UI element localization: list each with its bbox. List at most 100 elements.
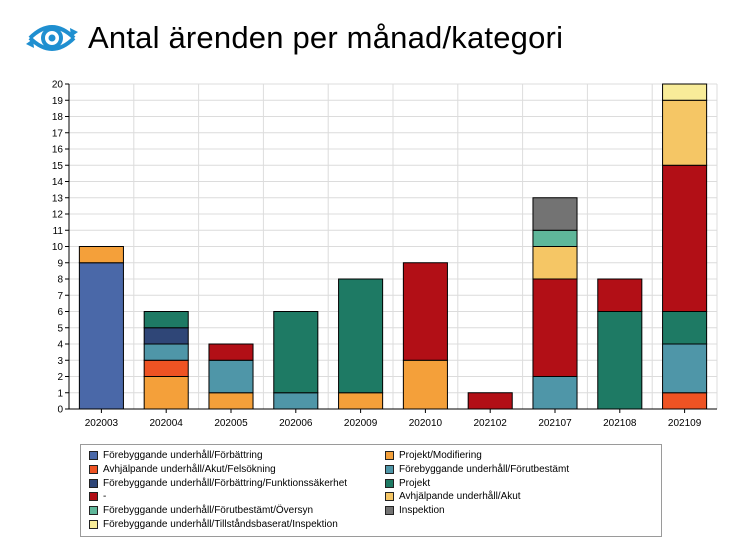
bar-segment xyxy=(273,392,319,410)
page-title: Antal ärenden per månad/kategori xyxy=(88,20,564,55)
x-tick-label: 202108 xyxy=(603,418,637,429)
bar-segment xyxy=(78,262,124,410)
bar-segment xyxy=(143,311,189,329)
x-tick-label: 202010 xyxy=(409,418,443,429)
bar-segment xyxy=(143,343,189,361)
legend-swatch xyxy=(89,492,98,502)
chart-legend: Förebyggande underhåll/Förbättring Projek… xyxy=(80,444,662,537)
x-tick-label: 202004 xyxy=(150,418,184,429)
x-tick-label: 202107 xyxy=(538,418,572,429)
y-tick-label: 6 xyxy=(57,307,63,318)
x-tick-label: 202006 xyxy=(279,418,313,429)
bar-segment xyxy=(143,327,189,345)
bar-segment xyxy=(143,376,189,410)
y-tick-label: 19 xyxy=(52,96,64,107)
y-tick-label: 20 xyxy=(52,80,64,91)
y-tick-label: 11 xyxy=(53,226,64,237)
legend-swatch xyxy=(89,464,98,474)
y-tick-label: 4 xyxy=(57,340,63,351)
legend-item: Förebyggande underhåll/Förbättring/Funkt… xyxy=(89,478,347,489)
y-tick-label: 13 xyxy=(52,193,64,204)
x-tick-label: 202009 xyxy=(344,418,378,429)
bar-segment xyxy=(208,343,254,361)
eye-logo-icon xyxy=(26,25,78,51)
legend-item: Avhjälpande underhåll/Akut xyxy=(385,491,521,502)
legend-label: Förebyggande underhåll/Förutbestämt/Över… xyxy=(103,505,314,517)
y-tick-label: 1 xyxy=(57,388,63,399)
y-tick-label: 14 xyxy=(52,177,64,188)
y-tick-label: 2 xyxy=(57,372,63,383)
y-tick-label: 9 xyxy=(57,258,63,269)
legend-swatch xyxy=(385,464,394,474)
bar-segment xyxy=(402,262,448,361)
legend-item: Förebyggande underhåll/Förbättring xyxy=(89,450,263,461)
legend-label: Förebyggande underhåll/Tillståndsbaserat… xyxy=(103,519,338,530)
legend-item: Avhjälpande underhåll/Akut/Felsökning xyxy=(89,464,276,475)
bar-segment xyxy=(402,359,448,410)
y-tick-label: 7 xyxy=(57,291,63,302)
y-tick-label: 8 xyxy=(57,275,63,286)
x-tick-label: 202003 xyxy=(85,418,119,429)
legend-item: Förebyggande underhåll/Tillståndsbaserat… xyxy=(89,519,338,530)
bar-segment xyxy=(532,376,578,410)
legend-label: - xyxy=(103,491,107,503)
y-tick-label: 3 xyxy=(57,356,63,367)
legend-label: Förebyggande underhåll/Förbättring xyxy=(103,450,263,461)
bar-segment xyxy=(532,278,578,377)
legend-swatch xyxy=(385,506,394,516)
legend-item: Projekt xyxy=(385,478,430,489)
legend-label: Projekt xyxy=(399,477,431,489)
legend-swatch xyxy=(385,451,394,460)
bar-segment xyxy=(143,359,189,377)
legend-item: Inspektion xyxy=(385,505,445,516)
x-tick-label: 202005 xyxy=(214,418,248,429)
bar-segment xyxy=(467,392,513,410)
bar-segment xyxy=(338,278,384,394)
legend-label: Avhjälpande underhåll/Akut xyxy=(399,491,521,503)
legend-label: Projekt/Modifiering xyxy=(399,450,482,461)
bar-segment xyxy=(532,197,578,231)
bar-segment xyxy=(662,392,708,410)
bar-segment xyxy=(662,311,708,345)
bar-segment xyxy=(662,164,708,312)
bar-segment xyxy=(338,392,384,410)
legend-swatch xyxy=(385,492,394,502)
legend-swatch xyxy=(385,478,394,488)
bar-segment xyxy=(532,229,578,247)
bar-segment xyxy=(208,359,254,394)
y-tick-label: 18 xyxy=(52,112,64,123)
y-tick-label: 16 xyxy=(52,145,64,156)
x-tick-label: 202102 xyxy=(474,418,508,429)
page-header: Antal ärenden per månad/kategori xyxy=(24,14,563,62)
y-tick-label: 0 xyxy=(57,405,63,416)
x-tick-label: 202109 xyxy=(668,418,702,429)
legend-swatch xyxy=(89,520,98,529)
legend-item: - xyxy=(89,491,106,502)
legend-label: Avhjälpande underhåll/Akut/Felsökning xyxy=(103,463,276,475)
legend-item: Projekt/Modifiering xyxy=(385,450,482,461)
legend-label: Förebyggande underhåll/Förutbestämt xyxy=(399,463,570,475)
bar-segment xyxy=(597,278,643,312)
legend-item: Förebyggande underhåll/Förutbestämt xyxy=(385,464,569,475)
legend-swatch xyxy=(89,478,98,488)
bar-segment xyxy=(662,83,708,101)
bar-segment xyxy=(662,99,708,166)
legend-label: Förebyggande underhåll/Förbättring/Funkt… xyxy=(103,477,348,489)
legend-label: Inspektion xyxy=(399,505,445,517)
bar-segment xyxy=(662,343,708,394)
bar-segment xyxy=(532,246,578,280)
bar-segment xyxy=(78,246,124,264)
y-tick-label: 15 xyxy=(52,161,64,172)
bar-segment xyxy=(208,392,254,410)
bar-segment xyxy=(597,311,643,410)
legend-swatch xyxy=(89,506,98,516)
legend-item: Förebyggande underhåll/Förutbestämt/Över… xyxy=(89,505,313,516)
y-tick-label: 5 xyxy=(57,323,63,334)
y-tick-label: 17 xyxy=(52,128,64,139)
legend-swatch xyxy=(89,451,98,460)
y-tick-label: 12 xyxy=(52,210,64,221)
y-tick-label: 10 xyxy=(52,242,64,253)
bar-segment xyxy=(273,311,319,394)
